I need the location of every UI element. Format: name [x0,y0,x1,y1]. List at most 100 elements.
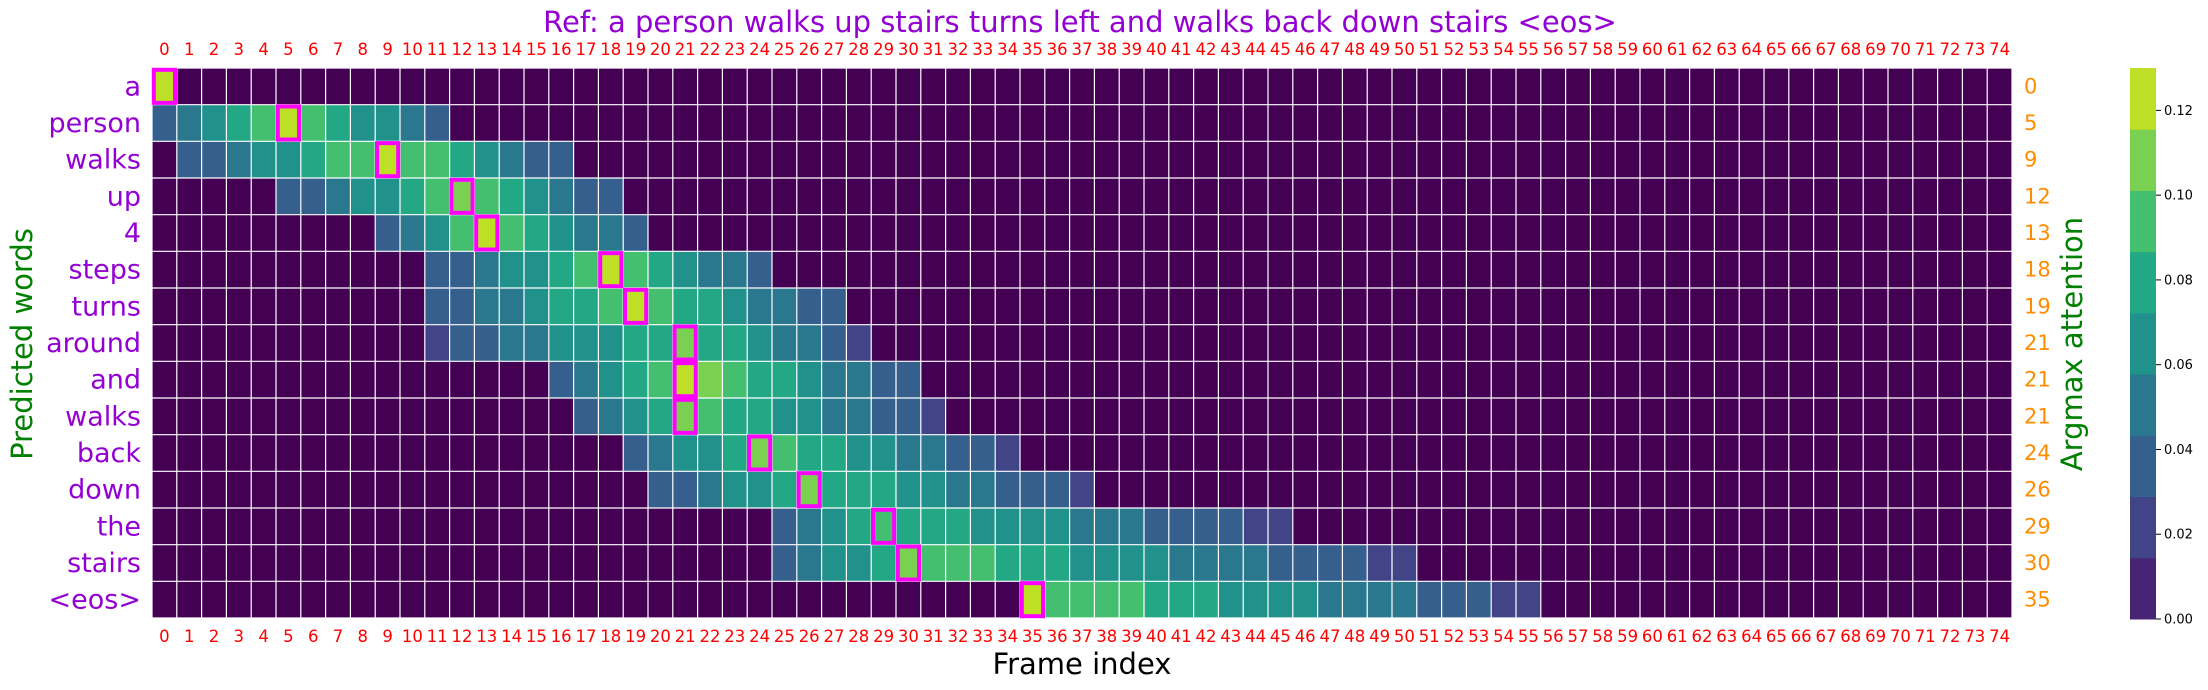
argmax-highlight-box [449,177,475,215]
heatmap-cell [598,398,624,435]
heatmap-cell [573,251,599,288]
x-tick-label-bottom: 0 [159,627,170,646]
x-tick-label-bottom: 66 [1791,627,1812,646]
x-tick-label-top: 60 [1642,40,1663,59]
heatmap-cell [1268,508,1293,545]
heatmap-cell [896,361,921,398]
heatmap-cell [945,434,971,472]
x-tick-label-bottom: 60 [1642,627,1663,646]
x-tick-label-top: 40 [1146,40,1167,59]
heatmap-cell [1218,508,1244,545]
heatmap-cell [846,471,872,508]
x-tick-label-top: 5 [283,40,294,59]
colorbar-segment [2130,190,2156,253]
heatmap-cell [1094,508,1120,545]
heatmap-cell [375,104,400,142]
heatmap-cell [672,361,698,398]
x-tick-label-top: 42 [1196,40,1217,59]
x-tick-label-top: 47 [1320,40,1341,59]
colorbar-segment [2130,557,2156,620]
heatmap-cell [176,141,202,178]
heatmap-cell [747,251,772,288]
argmax-tick-label: 24 [2024,441,2051,465]
heatmap-cell [672,398,698,435]
heatmap-cell [1268,581,1293,618]
argmax-highlight-box [747,434,773,472]
heatmap-cell [1069,581,1095,618]
x-tick-label-bottom: 24 [749,627,770,646]
colorbar-tick-label: 0.08 [2164,273,2193,288]
heatmap-cell [672,324,698,362]
x-tick-label-bottom: 59 [1617,627,1638,646]
y-axis-label-left: Predicted words [5,228,39,460]
x-tick-label-top: 6 [308,40,319,59]
x-tick-label-top: 74 [1989,40,2010,59]
heatmap-cell [474,141,500,178]
x-tick-label-top: 0 [159,40,170,59]
heatmap-cell [1466,581,1492,618]
heatmap-cell [871,508,896,545]
x-tick-label-top: 33 [972,40,993,59]
colorbar-tick-label: 0.12 [2164,104,2193,119]
heatmap-cell [697,251,723,288]
x-tick-label-top: 18 [600,40,621,59]
heatmap-cell [648,251,673,288]
heatmap-cell [896,544,921,582]
heatmap-cell [722,398,748,435]
heatmap-cell [1119,544,1144,582]
heatmap-cell [995,434,1020,472]
heatmap-cell [400,214,425,252]
heatmap-cell [623,398,648,435]
heatmap-cell [1044,581,1070,618]
colorbar-tick-label: 0.04 [2164,443,2193,458]
x-tick-label-top: 25 [774,40,795,59]
heatmap-cell [499,141,524,178]
x-tick-label-bottom: 29 [873,627,894,646]
colorbar-tick-label: 0.10 [2164,189,2193,204]
heatmap-cell [1168,544,1194,582]
heatmap-cell [251,104,276,142]
heatmap-cell [524,324,549,362]
x-tick-label-top: 1 [184,40,195,59]
heatmap-cell [772,398,797,435]
heatmap-cell [821,471,847,508]
heatmap-cell [821,324,847,362]
heatmap-cell [548,251,574,288]
heatmap-cell [1268,544,1293,582]
heatmap-cell [920,398,946,435]
heatmap-cell [201,141,227,178]
x-tick-label-top: 3 [234,40,245,59]
heatmap-cell [449,324,475,362]
x-tick-label-bottom: 61 [1667,627,1688,646]
heatmap-cell [176,104,202,142]
x-tick-label-bottom: 65 [1766,627,1787,646]
x-tick-label-bottom: 12 [452,627,473,646]
heatmap-cell [1144,581,1169,618]
x-tick-label-top: 31 [923,40,944,59]
heatmap-cell [350,104,376,142]
heatmap-cell [424,251,450,288]
x-tick-label-bottom: 23 [724,627,745,646]
heatmap-cell [945,544,971,582]
heatmap-cell [524,214,549,252]
heatmap-cell [1342,544,1368,582]
heatmap-cell [499,324,524,362]
argmax-highlights [151,67,1045,619]
heatmap-cell [821,508,847,545]
heatmap-cell [896,434,921,472]
x-tick-label-bottom: 15 [526,627,547,646]
x-tick-label-bottom: 18 [600,627,621,646]
x-tick-label-bottom: 10 [402,627,423,646]
heatmap-cell [796,288,822,325]
heatmap-cell [1069,544,1095,582]
x-tick-label-bottom: 62 [1692,627,1713,646]
x-tick-label-bottom: 31 [923,627,944,646]
x-tick-label-top: 68 [1840,40,1861,59]
heatmap-cell [1044,508,1070,545]
heatmap-cell [945,508,971,545]
heatmap-cell [846,508,872,545]
heatmap-cell [896,471,921,508]
x-tick-label-top: 52 [1444,40,1465,59]
predicted-word-label: turns [71,291,141,322]
x-tick-label-top: 21 [675,40,696,59]
